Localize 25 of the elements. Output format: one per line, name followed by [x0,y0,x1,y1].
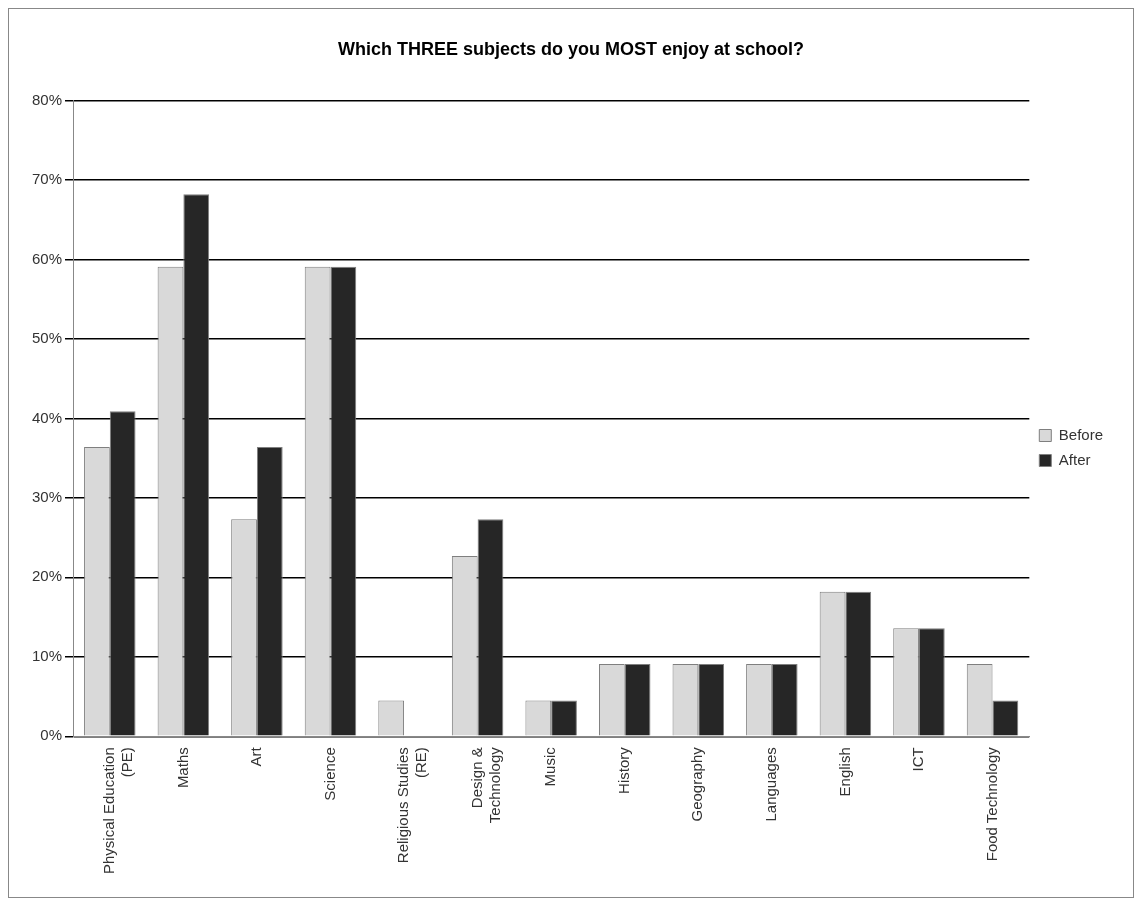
x-tick-label: Religious Studies (RE) [394,747,430,864]
y-tick-label: 10% [31,646,63,664]
x-tick-label: Science [320,747,338,801]
x-tick-label: Physical Education (PE) [99,747,135,875]
y-tick-label: 20% [31,567,63,585]
x-tick-label: Languages [761,747,779,822]
x-tick-label: History [614,746,632,794]
y-tick-label: 30% [31,488,63,506]
legend-label: After [1058,450,1091,468]
legend-label: Before [1058,425,1104,443]
y-tick-label: 0% [40,726,63,744]
x-tick-label: Art [247,746,265,767]
y-tick-label: 60% [31,249,63,267]
x-tick-label: English [835,747,853,797]
y-tick-label: 70% [31,170,63,188]
x-tick-label: Geography [688,746,706,822]
y-tick-label: 40% [31,408,63,426]
x-tick-label: Design & Technology [467,746,503,824]
x-tick-label: Food Technology [982,746,1000,862]
chart-title: Which THREE subjects do you MOST enjoy at school? [337,38,805,59]
y-tick-label: 50% [31,329,63,347]
x-tick-label: Maths [173,747,191,789]
x-tick-label: ICT [909,747,927,772]
y-tick-label: 80% [31,90,63,108]
x-tick-label: Music [541,746,559,787]
